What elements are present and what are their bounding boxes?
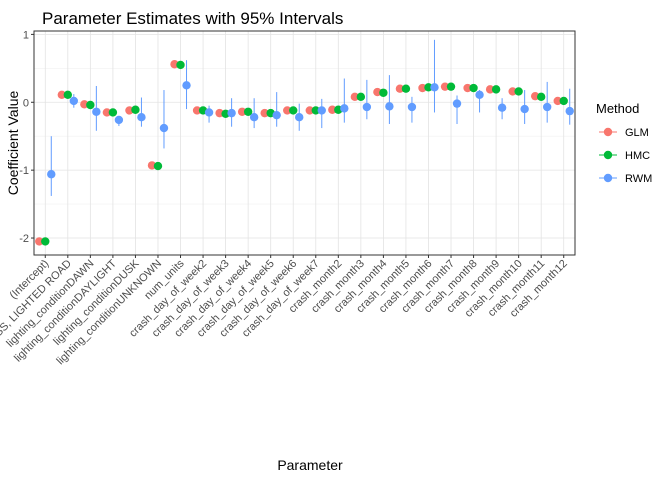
point-rwm: [317, 106, 326, 115]
point-hmc: [559, 96, 568, 106]
data-points: [35, 60, 574, 246]
point-glm: [102, 108, 112, 117]
point-glm: [508, 87, 517, 96]
point-glm: [57, 90, 67, 100]
x-axis-title: Parameter: [277, 457, 343, 473]
point-rwm: [47, 170, 56, 179]
legend-key-hmc: [603, 150, 613, 160]
y-tick-label: -1: [19, 165, 29, 177]
plot-panel: [34, 31, 575, 255]
point-hmc: [41, 237, 50, 246]
point-rwm: [137, 113, 146, 122]
point-rwm: [362, 102, 372, 112]
point-hmc: [536, 92, 546, 102]
point-glm: [305, 106, 314, 115]
point-rwm: [159, 123, 169, 133]
point-rwm: [272, 110, 281, 120]
point-glm: [192, 106, 202, 115]
grid-major: [34, 31, 575, 255]
legend-key-glm: [603, 127, 613, 137]
point-rwm: [565, 106, 574, 116]
point-rwm: [340, 104, 349, 113]
point-hmc: [243, 107, 253, 116]
point-rwm: [385, 102, 394, 111]
point-hmc: [469, 83, 478, 93]
point-glm: [260, 108, 269, 118]
legend-title: Method: [596, 101, 639, 116]
y-tick-label: -2: [19, 233, 29, 245]
point-glm: [553, 96, 562, 106]
point-rwm: [520, 104, 529, 114]
point-rwm: [182, 81, 191, 90]
point-hmc: [86, 100, 95, 110]
point-hmc: [401, 84, 411, 93]
point-glm: [485, 85, 495, 94]
point-hmc: [379, 88, 388, 97]
y-axis-title: Coefficient Value: [5, 91, 21, 196]
point-glm: [350, 92, 360, 102]
point-rwm: [295, 113, 304, 122]
point-hmc: [514, 87, 523, 96]
point-glm: [283, 106, 292, 115]
point-rwm: [452, 99, 462, 108]
x-axis-ticks: (Intercept)lighting_conditionDARKNESS, L…: [0, 255, 570, 432]
point-hmc: [153, 161, 163, 171]
y-axis-ticks: -2 -1 0 1: [19, 29, 34, 245]
point-hmc: [63, 90, 73, 100]
point-hmc: [424, 83, 433, 92]
plot-border: [33, 30, 576, 256]
point-rwm: [204, 108, 214, 117]
point-hmc: [491, 85, 501, 94]
point-glm: [35, 237, 44, 246]
point-rwm: [249, 113, 259, 122]
point-hmc: [289, 106, 298, 115]
point-glm: [395, 84, 405, 93]
point-rwm: [69, 96, 79, 106]
point-rwm: [92, 107, 101, 116]
legend-key-rwm: [603, 173, 613, 183]
point-glm: [440, 82, 450, 91]
y-tick-label: 0: [23, 97, 29, 109]
point-hmc: [131, 105, 140, 114]
grid-minor: [34, 68, 575, 205]
y-tick-label: 1: [23, 29, 29, 41]
point-rwm: [407, 102, 417, 112]
point-glm: [237, 107, 247, 116]
point-rwm: [227, 108, 236, 118]
point-glm: [328, 105, 337, 114]
legend-label-hmc: HMC: [625, 150, 650, 162]
point-glm: [463, 83, 472, 93]
point-rwm: [114, 115, 124, 125]
point-rwm: [430, 83, 439, 92]
legend-label-glm: GLM: [625, 127, 649, 139]
point-hmc: [176, 60, 185, 70]
point-hmc: [356, 92, 366, 102]
point-rwm: [475, 90, 484, 100]
legend: Method GLM HMC RWM: [596, 101, 652, 185]
point-hmc: [108, 108, 118, 117]
legend-label-rwm: RWM: [625, 173, 652, 185]
point-hmc: [446, 82, 456, 91]
point-rwm: [542, 102, 552, 112]
chart-title: Parameter Estimates with 95% Intervals: [42, 9, 343, 28]
point-hmc: [311, 106, 320, 115]
point-rwm: [497, 103, 507, 112]
